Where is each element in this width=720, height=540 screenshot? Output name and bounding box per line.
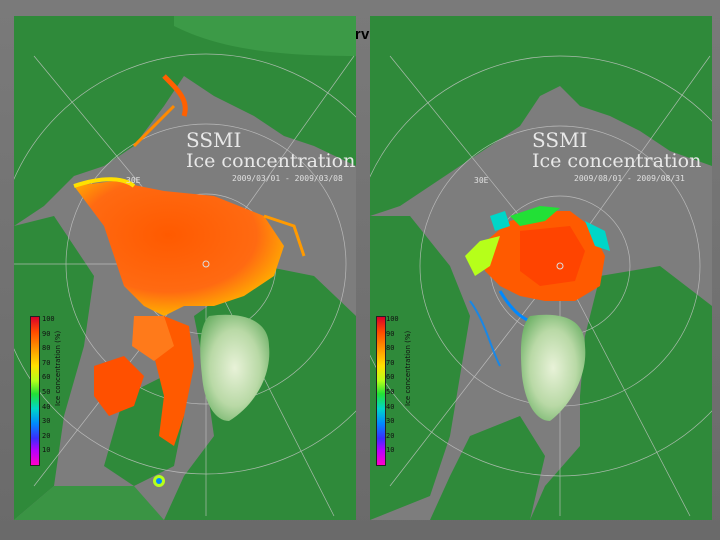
scale-label: 80	[386, 344, 395, 353]
scale-label: 40	[386, 402, 395, 411]
scale-label: 60	[42, 373, 51, 382]
panel-subheading: Ice concentration	[532, 150, 702, 172]
scale-label: 60	[386, 373, 395, 382]
panel-heading: SSMI	[532, 128, 588, 152]
color-scale-bar	[376, 316, 386, 466]
scale-label: 20	[386, 431, 395, 440]
scale-label: 70	[42, 358, 51, 367]
scale-label: 40	[42, 402, 51, 411]
scale-label: 50	[386, 387, 395, 396]
scale-label: 100	[42, 315, 55, 323]
scale-label: 70	[386, 358, 395, 367]
date-range: 2009/08/01 - 2009/08/31	[574, 174, 685, 183]
scale-label: 80	[42, 344, 51, 353]
scale-label: 10	[42, 446, 51, 455]
color-scale-labels: 100 90 80 70 60 50 40 30 20 10	[42, 312, 55, 458]
scale-label: 10	[386, 446, 395, 455]
panel-subheading: Ice concentration	[186, 150, 356, 172]
scale-label: 90	[386, 329, 395, 338]
color-scale-bar	[30, 316, 40, 466]
date-range: 2009/03/01 - 2009/03/08	[232, 174, 343, 183]
color-scale-unit: Ice concentration (%)	[404, 330, 412, 406]
scale-label: 100	[386, 315, 399, 323]
map-panel-august: SSMI Ice concentration 2009/08/01 - 2009…	[370, 16, 712, 520]
degree-label: 30E	[474, 176, 489, 185]
scale-label: 50	[42, 387, 51, 396]
arctic-ice-map-august	[370, 16, 712, 520]
scale-label: 90	[42, 329, 51, 338]
color-scale-labels: 100 90 80 70 60 50 40 30 20 10	[386, 312, 399, 458]
color-scale-unit: Ice concentration (%)	[54, 330, 62, 406]
scale-label: 30	[42, 417, 51, 426]
scale-label: 20	[42, 431, 51, 440]
map-panel-march: SSMI Ice concentration 2009/03/01 - 2009…	[14, 16, 356, 520]
scale-label: 30	[386, 417, 395, 426]
degree-label: 30E	[126, 176, 141, 185]
arctic-ice-map-march	[14, 16, 356, 520]
panel-heading: SSMI	[186, 128, 242, 152]
